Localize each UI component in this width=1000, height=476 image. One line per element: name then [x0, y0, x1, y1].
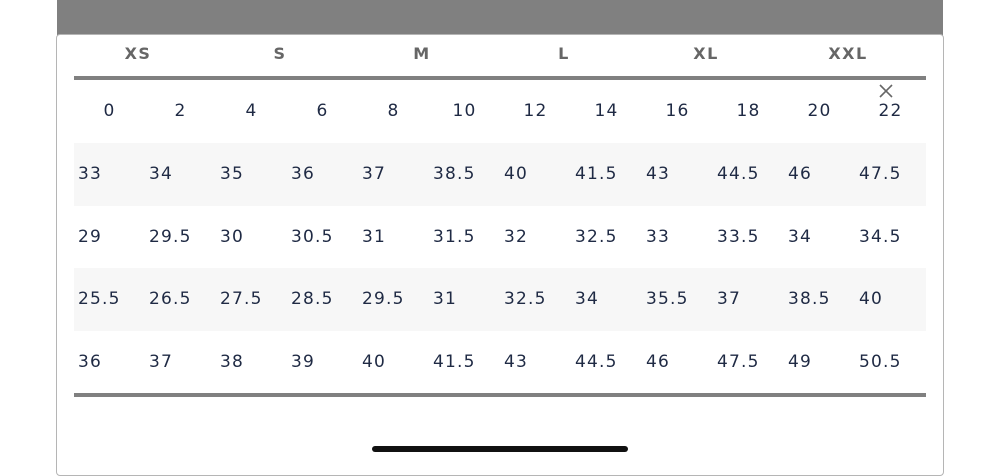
measurement-cell: 29.5 — [362, 289, 405, 309]
size-number: 22 — [878, 101, 903, 121]
measurement-cell: 32 — [504, 227, 529, 247]
size-number: 10 — [452, 101, 477, 121]
measurement-cell: 40 — [504, 164, 529, 184]
measurement-cell: 44.5 — [575, 352, 618, 372]
measurement-cell: 37 — [362, 164, 387, 184]
measurement-cell: 33 — [78, 164, 103, 184]
measurement-cell: 44.5 — [717, 164, 760, 184]
measurement-cell: 30 — [220, 227, 245, 247]
size-label: L — [558, 44, 570, 63]
measurement-cell: 31 — [433, 289, 458, 309]
measurement-cell: 29.5 — [149, 227, 192, 247]
measurement-cell: 29 — [78, 227, 103, 247]
measurement-cell: 35.5 — [646, 289, 689, 309]
screen: XS S M L XL XXL 0 2 4 6 8 10 12 14 16 18 20 22 33 34 35 36 37 3… — [56, 0, 944, 476]
size-number: 12 — [523, 101, 548, 121]
measurement-cell: 33 — [646, 227, 671, 247]
table-row: 25.5 26.5 27.5 28.5 29.5 31 32.5 34 35.5 37 38.5 40 — [74, 268, 926, 331]
size-chart-modal — [56, 34, 944, 476]
measurement-cell: 46 — [646, 352, 671, 372]
measurement-cell: 38.5 — [788, 289, 831, 309]
measurement-cell: 43 — [504, 352, 529, 372]
measurement-cell: 49 — [788, 352, 813, 372]
footer-rule — [74, 393, 926, 397]
size-label: XS — [124, 44, 152, 63]
measurement-cell: 40 — [362, 352, 387, 372]
measurement-cell: 43 — [646, 164, 671, 184]
size-label: S — [273, 44, 287, 63]
size-label: XXL — [828, 44, 868, 63]
measurement-cell: 34.5 — [859, 227, 902, 247]
measurement-cell: 41.5 — [433, 352, 476, 372]
home-indicator — [372, 446, 628, 452]
measurement-cell: 25.5 — [78, 289, 121, 309]
table-row: 36 37 38 39 40 41.5 43 44.5 46 47.5 49 50.5 — [74, 331, 926, 394]
backdrop — [57, 0, 943, 36]
size-label: M — [413, 44, 431, 63]
size-number: 2 — [174, 101, 187, 121]
measurement-cell: 34 — [575, 289, 600, 309]
table-row: 29 29.5 30 30.5 31 31.5 32 32.5 33 33.5 34 34.5 — [74, 206, 926, 269]
measurement-cell: 37 — [149, 352, 174, 372]
measurement-cell: 39 — [291, 352, 316, 372]
measurement-cell: 33.5 — [717, 227, 760, 247]
size-label: XL — [693, 44, 719, 63]
measurement-cell: 40 — [859, 289, 884, 309]
table-row: 33 34 35 36 37 38.5 40 41.5 43 44.5 46 47.5 — [74, 143, 926, 206]
measurement-cell: 38.5 — [433, 164, 476, 184]
measurement-cell: 34 — [149, 164, 174, 184]
size-number: 14 — [594, 101, 619, 121]
size-number: 6 — [316, 101, 329, 121]
measurement-cell: 32.5 — [504, 289, 547, 309]
measurement-cell: 34 — [788, 227, 813, 247]
measurement-cell: 32.5 — [575, 227, 618, 247]
size-number: 8 — [387, 101, 400, 121]
size-number: 4 — [245, 101, 258, 121]
measurement-cell: 31.5 — [433, 227, 476, 247]
close-button[interactable] — [878, 84, 894, 98]
size-number: 18 — [736, 101, 761, 121]
measurement-cell: 37 — [717, 289, 742, 309]
measurement-cell: 26.5 — [149, 289, 192, 309]
measurement-cell: 31 — [362, 227, 387, 247]
measurement-cell: 50.5 — [859, 352, 902, 372]
measurement-cell: 30.5 — [291, 227, 334, 247]
size-number: 16 — [665, 101, 690, 121]
measurement-cell: 41.5 — [575, 164, 618, 184]
measurement-cell: 38 — [220, 352, 245, 372]
measurement-cell: 35 — [220, 164, 245, 184]
header-rule — [74, 76, 926, 80]
measurement-cell: 36 — [78, 352, 103, 372]
size-number: 20 — [807, 101, 832, 121]
measurement-cell: 28.5 — [291, 289, 334, 309]
table-row: 0 2 4 6 8 10 12 14 16 18 20 22 — [74, 80, 926, 143]
measurement-cell: 27.5 — [220, 289, 263, 309]
size-number: 0 — [103, 101, 116, 121]
measurement-cell: 47.5 — [717, 352, 760, 372]
measurement-cell: 46 — [788, 164, 813, 184]
measurement-cell: 47.5 — [859, 164, 902, 184]
measurement-cell: 36 — [291, 164, 316, 184]
